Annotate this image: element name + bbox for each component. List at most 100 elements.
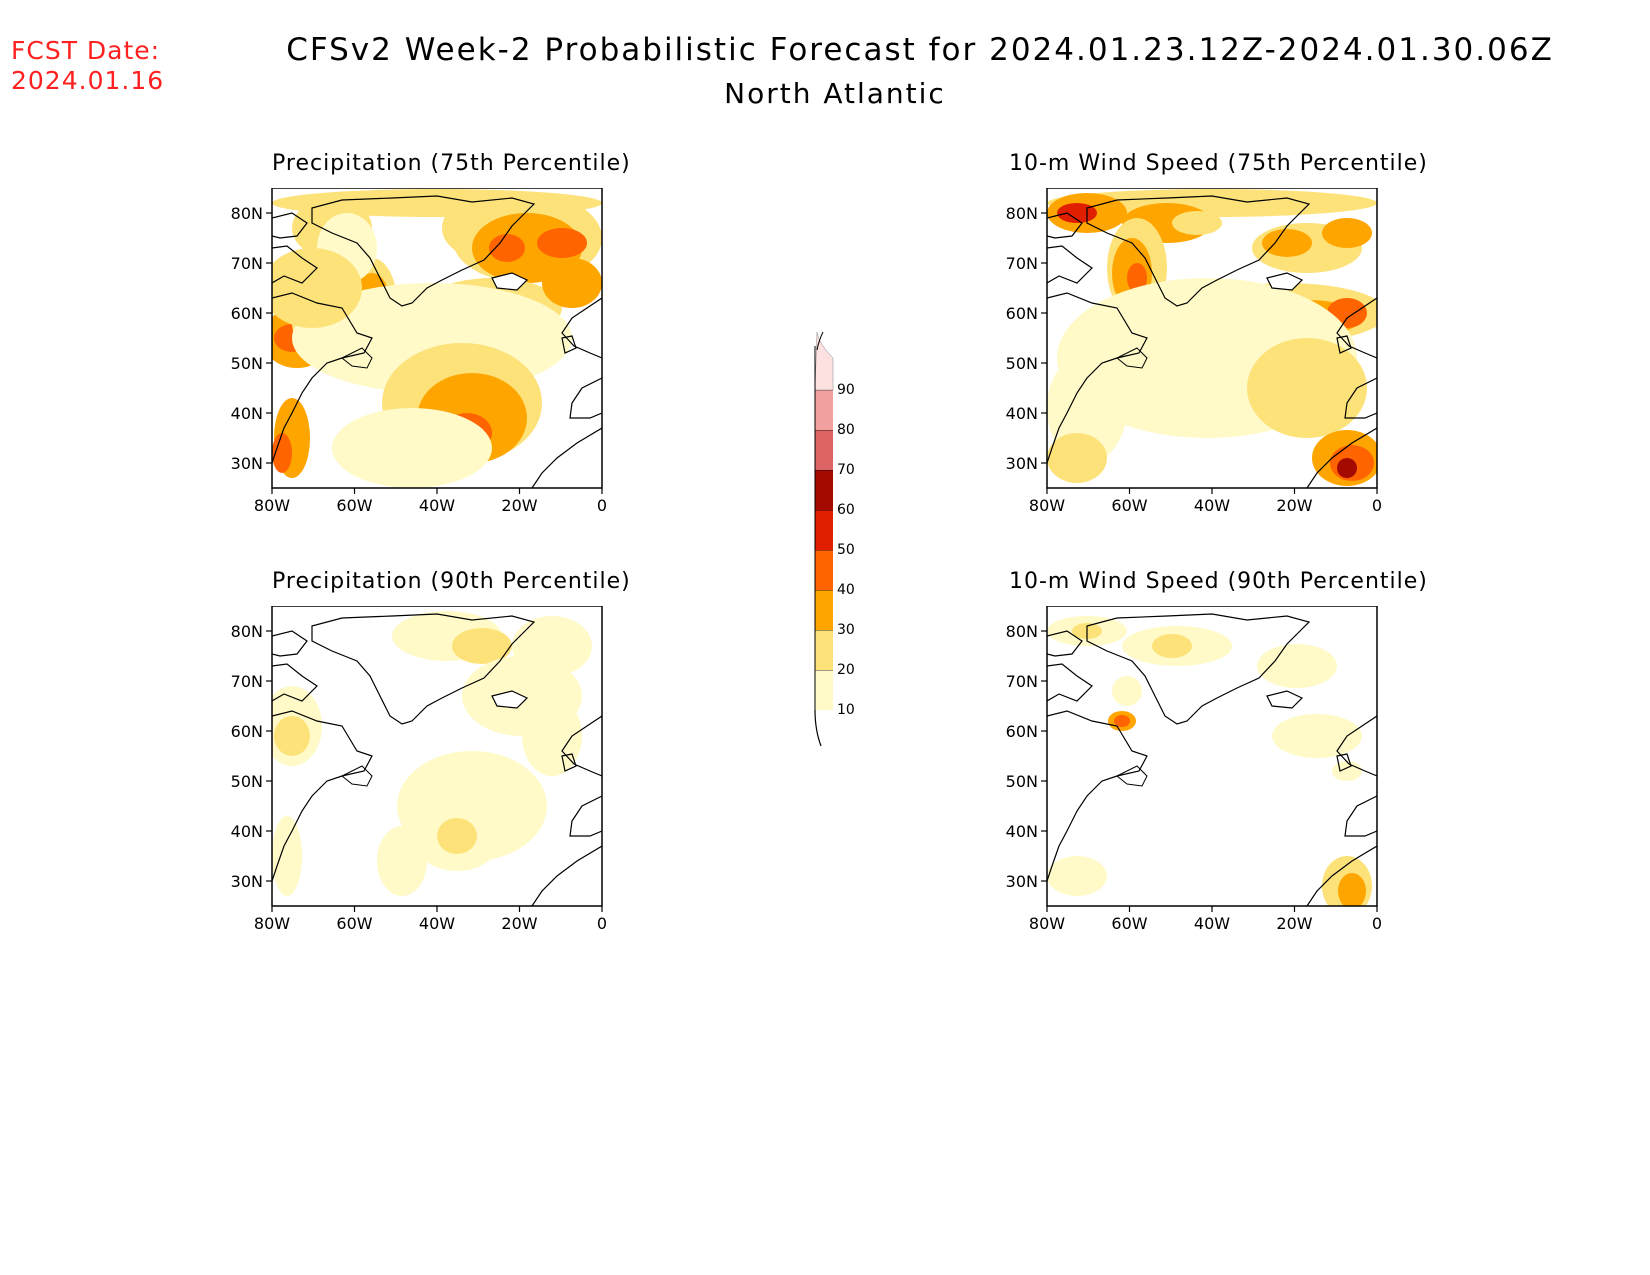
- lat-label: 80N: [231, 622, 263, 641]
- probability-contour: [437, 818, 477, 854]
- lat-label: 80N: [231, 204, 263, 223]
- fcst-label: FCST Date:: [11, 36, 161, 65]
- colorbar-label: 50: [837, 542, 855, 558]
- lon-label: 40W: [1194, 914, 1230, 933]
- lat-label: 40N: [1006, 404, 1038, 423]
- probability-contour: [452, 628, 512, 664]
- lat-label: 70N: [231, 254, 263, 273]
- probability-contour: [1114, 715, 1130, 727]
- probability-contour: [489, 234, 525, 262]
- lon-label: 20W: [501, 914, 537, 933]
- probability-contour: [272, 816, 302, 896]
- lat-label: 50N: [1006, 354, 1038, 373]
- probability-contour: [332, 408, 492, 488]
- lon-label: 0: [597, 914, 607, 933]
- colorbar-swatch: [815, 550, 833, 590]
- colorbar-swatch: [815, 510, 833, 550]
- lat-label: 60N: [231, 304, 263, 323]
- fcst-date: 2024.01.16: [11, 66, 165, 95]
- lon-label: 0: [1372, 914, 1382, 933]
- lon-label: 60W: [336, 496, 372, 515]
- colorbar: 10 20 30 40 50 60 70 80 90: [814, 331, 855, 747]
- coastline: [1047, 613, 1377, 906]
- colorbar-swatch: [815, 390, 833, 430]
- colorbar-label: 40: [837, 582, 855, 598]
- colorbar-swatch: [815, 670, 833, 710]
- shading-layer: [272, 188, 602, 488]
- figure-title: CFSv2 Week-2 Probabilistic Forecast for …: [0, 30, 1650, 114]
- probability-contour: [1152, 634, 1192, 658]
- coastline: [272, 613, 602, 906]
- colorbar-swatch: [815, 590, 833, 630]
- probability-contour: [537, 228, 587, 258]
- lon-label: 80W: [254, 496, 290, 515]
- lon-label: 80W: [1029, 496, 1065, 515]
- title-line-1: CFSv2 Week-2 Probabilistic Forecast for …: [286, 32, 1554, 68]
- probability-contour: [1262, 229, 1312, 257]
- lat-label: 70N: [1006, 254, 1038, 273]
- lat-label: 40N: [231, 404, 263, 423]
- map-wind-90: 80N 70N 60N 50N 40N 30N 80W 60W 40W 20W 0: [1006, 606, 1382, 933]
- colorbar-label: 30: [837, 622, 855, 638]
- lon-label: 40W: [1194, 496, 1230, 515]
- probability-contour: [1332, 761, 1362, 781]
- colorbar-label: 10: [837, 702, 855, 718]
- panel-title: Precipitation (90th Percentile): [272, 569, 631, 594]
- lon-label: 80W: [254, 914, 290, 933]
- colorbar-label: 90: [837, 382, 855, 398]
- title-line-2: North Atlantic: [724, 77, 946, 110]
- lat-label: 50N: [231, 354, 263, 373]
- shading-layer: [1047, 606, 1377, 906]
- map-precip-90: 80N 70N 60N 50N 40N 30N 80W 60W 40W 20W 0: [231, 606, 607, 933]
- panel-title: Precipitation (75th Percentile): [272, 151, 631, 176]
- shading-layer: [1047, 188, 1377, 488]
- lon-label: 40W: [419, 914, 455, 933]
- lat-label: 80N: [1006, 204, 1038, 223]
- probability-contour: [1127, 263, 1147, 293]
- shading-layer: [272, 606, 602, 906]
- lat-label: 40N: [1006, 822, 1038, 841]
- coastline: [272, 195, 602, 488]
- lat-label: 60N: [231, 722, 263, 741]
- probability-contour: [1047, 856, 1107, 896]
- probability-contour: [1257, 644, 1337, 688]
- probability-contour: [1247, 338, 1367, 438]
- lon-label: 20W: [1276, 914, 1312, 933]
- map-precip-75: 80N 70N 60N 50N 40N 30N 80W 60W 40W 20W 0: [231, 188, 607, 515]
- colorbar-tail: [814, 709, 822, 747]
- lat-label: 70N: [231, 672, 263, 691]
- probability-contour: [1047, 189, 1377, 217]
- lat-label: 40N: [231, 822, 263, 841]
- lon-label: 60W: [1111, 914, 1147, 933]
- lat-label: 80N: [1006, 622, 1038, 641]
- lat-label: 50N: [231, 772, 263, 791]
- probability-contour: [542, 258, 602, 308]
- probability-contour: [377, 826, 427, 896]
- lon-label: 0: [1372, 496, 1382, 515]
- panel-title: 10-m Wind Speed (90th Percentile): [1009, 569, 1428, 594]
- probability-contour: [1272, 714, 1362, 758]
- lon-label: 0: [597, 496, 607, 515]
- probability-contour: [272, 433, 292, 473]
- lon-label: 80W: [1029, 914, 1065, 933]
- lat-label: 60N: [1006, 304, 1038, 323]
- colorbar-label: 60: [837, 502, 855, 518]
- probability-contour: [1338, 873, 1366, 906]
- lat-label: 30N: [1006, 454, 1038, 473]
- coastline: [1047, 195, 1377, 488]
- lon-label: 60W: [1111, 496, 1147, 515]
- colorbar-head: [816, 331, 824, 351]
- lon-label: 60W: [336, 914, 372, 933]
- colorbar-label: 80: [837, 422, 855, 438]
- lat-label: 70N: [1006, 672, 1038, 691]
- probability-contour: [1112, 676, 1142, 706]
- colorbar-swatch: [814, 331, 834, 391]
- lon-label: 20W: [501, 496, 537, 515]
- colorbar-swatch: [815, 470, 833, 510]
- map-wind-75: 80N 70N 60N 50N 40N 30N 80W 60W 40W 20W 0: [1006, 188, 1382, 515]
- probability-contour: [1337, 458, 1357, 478]
- probability-contour: [1172, 211, 1222, 235]
- lat-label: 60N: [1006, 722, 1038, 741]
- colorbar-swatch: [815, 630, 833, 670]
- lon-label: 40W: [419, 496, 455, 515]
